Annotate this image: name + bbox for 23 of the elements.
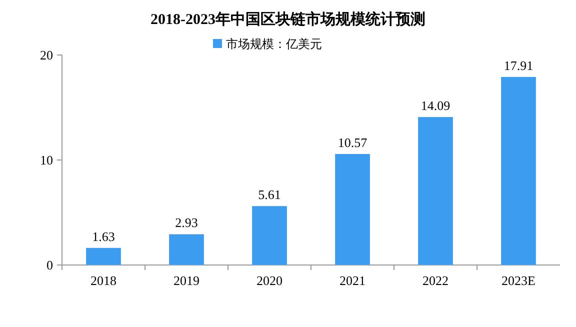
bar	[86, 248, 121, 265]
data-label: 5.61	[258, 187, 281, 202]
x-tick-label: 2018	[90, 273, 116, 288]
bar	[169, 234, 204, 265]
bar	[335, 154, 370, 265]
x-tick-label: 2022	[422, 273, 448, 288]
bar	[252, 206, 287, 265]
x-tick-label: 2019	[174, 273, 200, 288]
bar	[418, 117, 453, 265]
y-tick-label: 10	[40, 152, 53, 168]
chart-title: 2018-2023年中国区块链市场规模统计预测	[150, 10, 426, 28]
x-tick-label: 2020	[256, 273, 282, 288]
bar	[501, 76, 536, 265]
data-label: 1.63	[92, 228, 115, 244]
data-label: 10.57	[338, 135, 368, 150]
y-tick-label: 20	[40, 48, 53, 63]
legend-label: 市场规模：亿美元	[226, 37, 322, 51]
data-label: 17.91	[504, 58, 534, 73]
x-tick-label: 2021	[340, 273, 366, 288]
x-tick-label: 2023E	[502, 273, 536, 288]
data-label: 14.09	[420, 98, 450, 114]
y-tick-label: 0	[46, 258, 53, 273]
data-label: 2.93	[175, 215, 198, 230]
